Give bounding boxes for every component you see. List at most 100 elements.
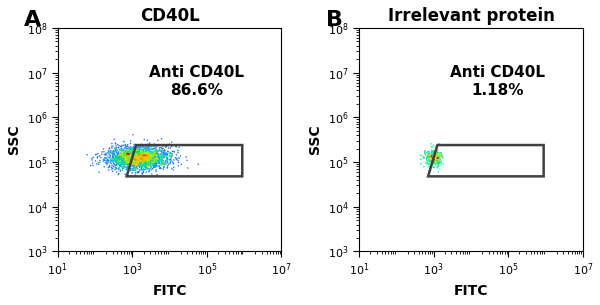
Point: [138, 167, 148, 172]
Point: [131, 165, 140, 170]
Point: [426, 155, 436, 160]
Text: A: A: [24, 10, 41, 30]
Point: [133, 156, 142, 160]
Point: [152, 156, 162, 161]
Point: [163, 152, 172, 157]
Point: [167, 144, 176, 149]
Point: [116, 160, 125, 165]
Point: [116, 161, 126, 166]
Point: [142, 152, 152, 157]
Point: [139, 167, 149, 172]
Point: [136, 152, 145, 156]
Point: [137, 157, 146, 162]
Point: [137, 152, 147, 156]
Point: [134, 159, 144, 163]
Point: [154, 155, 164, 160]
Point: [428, 158, 437, 163]
Point: [137, 162, 147, 167]
Point: [145, 153, 154, 158]
Point: [158, 156, 167, 160]
Point: [133, 156, 143, 161]
Point: [425, 156, 434, 161]
Point: [129, 160, 139, 165]
Point: [119, 150, 128, 155]
Point: [161, 144, 171, 149]
Point: [133, 152, 143, 157]
Point: [128, 161, 138, 166]
Point: [146, 160, 155, 165]
Point: [427, 152, 437, 157]
Point: [109, 159, 119, 164]
Point: [149, 159, 159, 164]
X-axis label: FITC: FITC: [454, 284, 488, 298]
Point: [133, 152, 142, 157]
Point: [151, 157, 161, 162]
Point: [145, 154, 154, 159]
Point: [133, 156, 142, 161]
Point: [139, 157, 148, 162]
Point: [139, 160, 149, 165]
Point: [144, 151, 154, 156]
Point: [115, 157, 125, 162]
Point: [119, 161, 129, 166]
Point: [144, 160, 154, 165]
Point: [113, 166, 123, 170]
Point: [137, 148, 147, 153]
Point: [145, 154, 154, 159]
Point: [139, 153, 149, 158]
Point: [125, 160, 134, 164]
Point: [130, 156, 140, 161]
Point: [122, 146, 132, 151]
Point: [139, 149, 148, 154]
Point: [133, 159, 142, 164]
Point: [120, 149, 130, 154]
Point: [136, 162, 146, 167]
Point: [107, 163, 117, 168]
Point: [133, 156, 143, 160]
Point: [148, 147, 158, 152]
Point: [108, 157, 118, 162]
Point: [142, 148, 151, 152]
Point: [149, 162, 159, 167]
Point: [122, 152, 132, 156]
Point: [130, 149, 140, 154]
Point: [129, 158, 139, 163]
Point: [146, 151, 155, 156]
Point: [133, 157, 142, 162]
Point: [146, 153, 155, 158]
Point: [118, 160, 127, 164]
Point: [139, 163, 149, 168]
Point: [140, 150, 150, 155]
Point: [119, 139, 128, 144]
Point: [432, 150, 442, 155]
Point: [424, 152, 433, 157]
Point: [157, 160, 167, 164]
Point: [124, 147, 134, 152]
Point: [100, 164, 109, 169]
Point: [143, 162, 152, 167]
Point: [108, 151, 118, 156]
Point: [127, 149, 136, 154]
Point: [142, 165, 151, 170]
Point: [161, 151, 170, 156]
Point: [147, 143, 157, 148]
Point: [143, 158, 153, 163]
Point: [431, 155, 441, 160]
Point: [152, 160, 161, 165]
Point: [422, 158, 432, 163]
Point: [141, 161, 151, 166]
Point: [431, 156, 440, 161]
Point: [154, 163, 164, 168]
Point: [148, 155, 157, 160]
Point: [142, 150, 152, 155]
Point: [131, 157, 140, 162]
Point: [133, 160, 143, 164]
Point: [128, 161, 137, 166]
Point: [126, 141, 136, 146]
Point: [148, 150, 157, 155]
Point: [130, 159, 139, 164]
Point: [125, 157, 135, 162]
Point: [113, 161, 122, 166]
Point: [148, 153, 158, 158]
Point: [151, 148, 161, 153]
